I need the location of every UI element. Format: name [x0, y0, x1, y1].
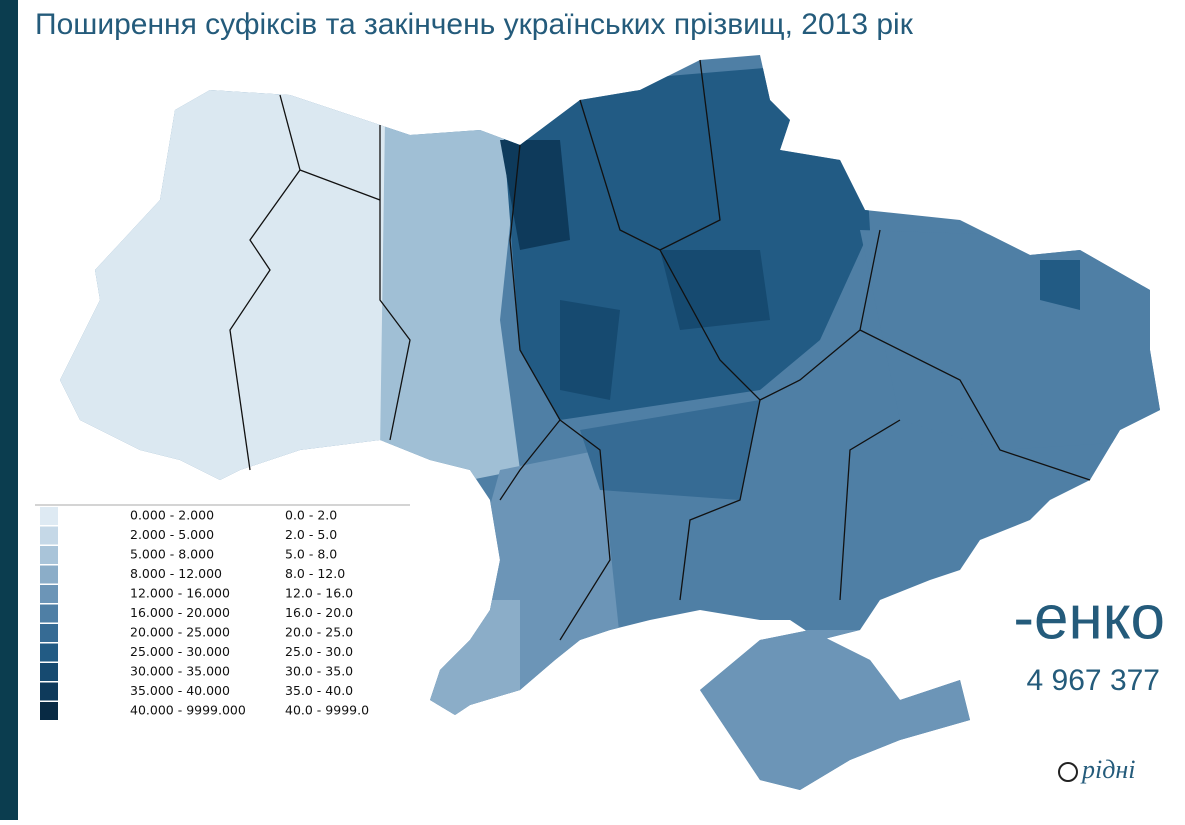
legend-label: 5.0 - 8.0 [285, 547, 337, 562]
legend-label: 16.0 - 20.0 [285, 605, 353, 620]
legend-swatch [40, 546, 58, 564]
legend-label: 0.000 - 2.000 [130, 508, 214, 523]
legend-label: 40.000 - 9999.000 [130, 703, 246, 718]
suffix: -енко [1013, 583, 1165, 652]
legend-label: 8.0 - 12.0 [285, 566, 345, 581]
legend-label: 2.000 - 5.000 [130, 527, 214, 542]
legend-label: 8.000 - 12.000 [130, 566, 222, 581]
legend-label: 20.000 - 25.000 [130, 625, 230, 640]
count: 4 967 377 [1027, 664, 1160, 697]
legend-label: 0.0 - 2.0 [285, 508, 337, 523]
legend-swatch [40, 702, 58, 720]
legend-label: 35.0 - 40.0 [285, 683, 353, 698]
side-bar [0, 0, 18, 820]
legend-label: 30.000 - 35.000 [130, 664, 230, 679]
legend-swatch [40, 604, 58, 623]
legend-label: 30.0 - 35.0 [285, 664, 353, 679]
logo: рідні [1080, 755, 1136, 784]
legend-swatch [40, 507, 58, 525]
legend-swatch [40, 643, 58, 662]
legend-label: 12.0 - 16.0 [285, 586, 353, 601]
legend-label: 25.0 - 30.0 [285, 644, 353, 659]
title: Поширення суфіксів та закінчень українсь… [35, 8, 914, 41]
legend-label: 40.0 - 9999.0 [285, 703, 369, 718]
legend-swatch [40, 585, 58, 603]
legend-label: 25.000 - 30.000 [130, 644, 230, 659]
legend-swatch [40, 526, 58, 545]
legend-swatch [40, 682, 58, 701]
legend-swatch [40, 565, 58, 584]
legend-label: 2.0 - 5.0 [285, 527, 337, 542]
legend: 0.000 - 2.000 0.0 - 2.0 2.000 - 5.000 2.0 -… [40, 507, 369, 720]
legend-label: 12.000 - 16.000 [130, 586, 230, 601]
legend-label: 16.000 - 20.000 [130, 605, 230, 620]
legend-label: 35.000 - 40.000 [130, 683, 230, 698]
legend-label: 5.000 - 8.000 [130, 547, 214, 562]
legend-swatch [40, 624, 58, 642]
cc-icon [1058, 762, 1078, 782]
borders [229, 59, 1091, 641]
legend-label: 20.0 - 25.0 [285, 625, 353, 640]
legend-swatch [40, 663, 58, 681]
